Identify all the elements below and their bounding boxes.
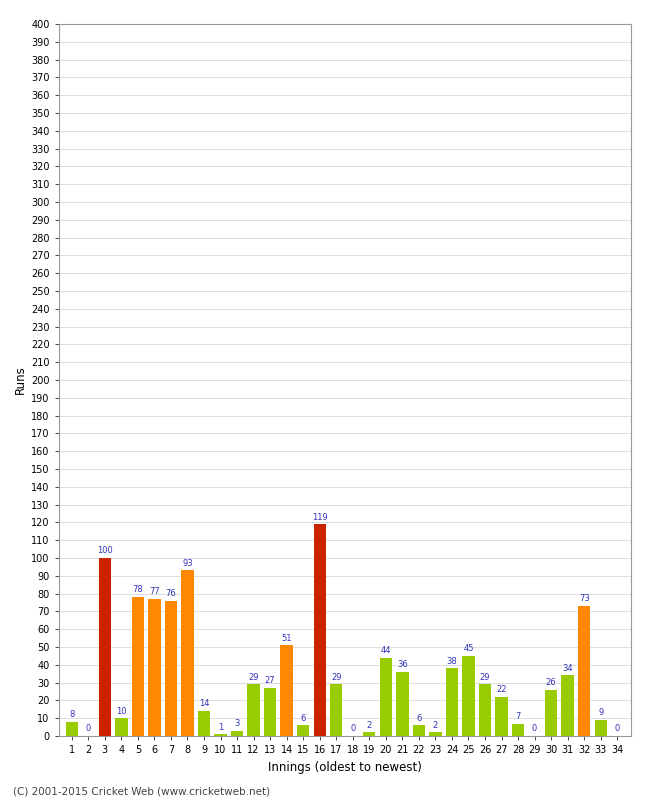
Text: 6: 6 <box>300 714 306 722</box>
Text: 38: 38 <box>447 657 458 666</box>
Text: 29: 29 <box>331 673 341 682</box>
Bar <box>115 718 127 736</box>
Bar <box>148 599 161 736</box>
Text: 10: 10 <box>116 706 127 715</box>
Bar <box>248 684 260 736</box>
Text: 29: 29 <box>480 673 490 682</box>
Text: 44: 44 <box>381 646 391 655</box>
Text: 0: 0 <box>350 724 356 734</box>
Bar <box>446 668 458 736</box>
Text: 77: 77 <box>149 587 160 596</box>
Text: 0: 0 <box>86 724 91 734</box>
Text: 14: 14 <box>199 699 209 709</box>
Text: 2: 2 <box>367 721 372 730</box>
Text: 7: 7 <box>515 712 521 721</box>
Text: 93: 93 <box>182 558 193 568</box>
Bar <box>562 675 574 736</box>
Text: 45: 45 <box>463 644 474 654</box>
Text: 36: 36 <box>397 660 408 670</box>
Bar <box>413 726 425 736</box>
Bar <box>396 672 409 736</box>
Bar <box>380 658 392 736</box>
Text: 73: 73 <box>579 594 590 603</box>
Bar <box>214 734 227 736</box>
Text: 119: 119 <box>312 513 328 522</box>
Bar <box>99 558 111 736</box>
Bar <box>545 690 557 736</box>
Text: (C) 2001-2015 Cricket Web (www.cricketweb.net): (C) 2001-2015 Cricket Web (www.cricketwe… <box>13 786 270 796</box>
Text: 78: 78 <box>133 586 143 594</box>
Bar <box>198 711 210 736</box>
Text: 76: 76 <box>166 589 176 598</box>
Text: 26: 26 <box>546 678 556 687</box>
Bar <box>479 684 491 736</box>
Bar <box>462 656 474 736</box>
Bar <box>330 684 343 736</box>
Text: 0: 0 <box>532 724 538 734</box>
Text: 9: 9 <box>598 708 603 718</box>
Text: 100: 100 <box>97 546 112 555</box>
Bar <box>231 730 243 736</box>
Text: 51: 51 <box>281 634 292 642</box>
Bar <box>66 722 78 736</box>
Text: 3: 3 <box>235 719 240 728</box>
Bar <box>363 733 376 736</box>
Bar <box>578 606 590 736</box>
Text: 27: 27 <box>265 676 276 686</box>
Text: 2: 2 <box>433 721 438 730</box>
Bar <box>495 697 508 736</box>
Text: 8: 8 <box>69 710 74 719</box>
Text: 34: 34 <box>562 664 573 673</box>
Bar <box>280 646 293 736</box>
Bar <box>512 723 525 736</box>
Bar <box>264 688 276 736</box>
Bar <box>164 601 177 736</box>
Bar <box>297 726 309 736</box>
Text: 0: 0 <box>615 724 620 734</box>
Bar <box>429 733 441 736</box>
Text: 22: 22 <box>497 685 507 694</box>
Bar <box>181 570 194 736</box>
Y-axis label: Runs: Runs <box>14 366 27 394</box>
X-axis label: Innings (oldest to newest): Innings (oldest to newest) <box>268 761 421 774</box>
Text: 6: 6 <box>416 714 422 722</box>
Text: 29: 29 <box>248 673 259 682</box>
Bar <box>595 720 607 736</box>
Bar <box>313 524 326 736</box>
Bar <box>132 597 144 736</box>
Text: 1: 1 <box>218 722 223 731</box>
